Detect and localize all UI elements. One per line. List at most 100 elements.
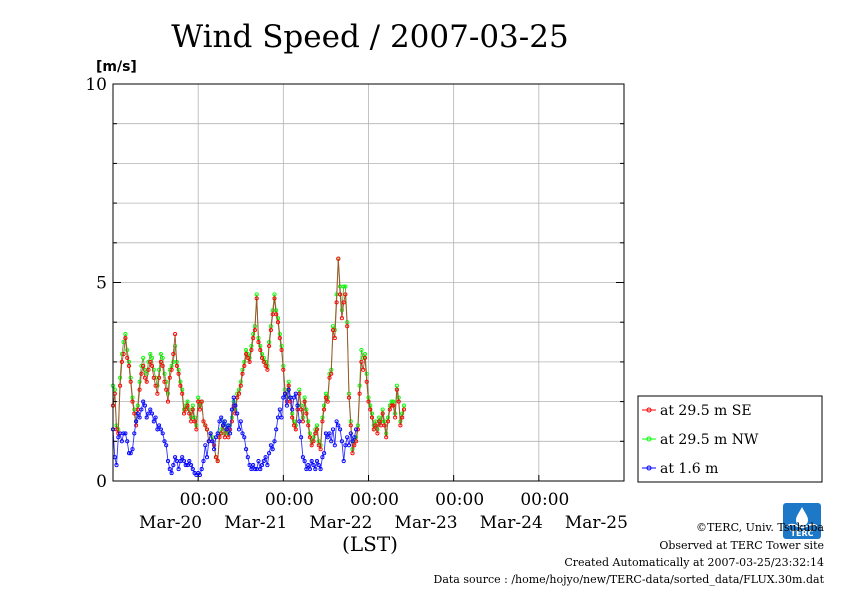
data-point: [247, 359, 252, 364]
data-point: [300, 455, 305, 460]
data-point: [345, 435, 350, 440]
data-point: [314, 427, 320, 432]
data-point: [286, 383, 291, 388]
data-point: [229, 407, 234, 412]
data-point: [219, 415, 224, 420]
x-time-tick-label: 00:00: [520, 490, 569, 510]
data-point: [233, 403, 238, 408]
data-point: [332, 336, 337, 341]
data-point: [137, 379, 142, 384]
data-point: [183, 463, 188, 468]
data-point: [220, 423, 226, 428]
data-point: [187, 411, 192, 416]
data-point: [311, 439, 316, 444]
data-point: [330, 324, 336, 329]
data-point: [357, 391, 362, 396]
data-point: [149, 363, 155, 368]
data-point: [330, 328, 336, 333]
data-point: [121, 351, 126, 357]
data-point: [192, 419, 197, 424]
data-point: [254, 292, 259, 297]
data-point: [118, 383, 123, 388]
data-point: [263, 363, 268, 368]
data-point: [176, 371, 181, 376]
data-point: [183, 407, 188, 412]
data-point: [284, 403, 289, 408]
data-point: [314, 423, 320, 428]
data-point: [190, 407, 195, 412]
data-point: [302, 459, 307, 464]
data-point: [350, 451, 355, 456]
x-axis-label: (LST): [342, 532, 398, 556]
wave-icon: [786, 523, 818, 529]
data-point: [249, 347, 254, 353]
data-point: [258, 347, 263, 353]
data-point: [313, 467, 318, 472]
x-date-tick-label: Mar-21: [224, 513, 287, 533]
data-point: [291, 419, 297, 424]
legend-label: at 1.6 m: [660, 461, 718, 477]
data-point: [144, 379, 149, 384]
data-point: [215, 459, 220, 464]
data-point: [394, 387, 399, 392]
data-point: [277, 336, 282, 341]
data-point: [197, 407, 202, 412]
legend-label: at 29.5 m NW: [660, 432, 759, 448]
data-point: [306, 423, 311, 428]
data-point: [181, 459, 187, 464]
data-point: [114, 463, 119, 468]
data-point: [119, 439, 124, 444]
data-point: [160, 431, 165, 436]
data-point: [142, 375, 147, 380]
y-tick-label: 5: [96, 274, 107, 294]
data-point: [139, 407, 144, 412]
data-point: [158, 351, 163, 357]
data-point: [132, 431, 137, 436]
data-point: [121, 431, 126, 436]
data-point: [380, 407, 385, 412]
series-layer: [110, 256, 407, 478]
data-point: [274, 312, 279, 317]
data-point: [352, 443, 357, 448]
data-point: [398, 423, 403, 428]
data-point: [238, 419, 243, 424]
data-point: [151, 375, 156, 380]
data-point: [384, 435, 389, 440]
legend: at 29.5 m SE at 29.5 m NW at 1.6 m: [637, 395, 823, 483]
data-point: [341, 459, 346, 464]
data-point: [348, 423, 353, 428]
data-point: [142, 403, 147, 408]
data-point: [141, 355, 146, 360]
data-point: [318, 467, 323, 472]
series-2: [110, 387, 359, 478]
data-point: [297, 419, 302, 424]
data-point: [176, 367, 181, 372]
data-point: [316, 443, 321, 448]
data-point: [320, 419, 325, 424]
data-point: [190, 467, 195, 472]
data-point: [242, 435, 247, 440]
data-point: [297, 387, 302, 392]
data-point: [222, 419, 227, 424]
data-point: [302, 395, 307, 400]
data-point: [187, 459, 192, 464]
data-point: [126, 363, 132, 368]
data-point: [224, 427, 229, 432]
data-point: [346, 395, 352, 400]
data-point: [148, 407, 153, 412]
data-point: [267, 451, 272, 456]
data-point: [259, 351, 265, 357]
footer-observed: Observed at TERC Tower site: [659, 539, 824, 552]
data-point: [306, 463, 311, 468]
data-point: [244, 447, 249, 452]
data-point: [322, 407, 327, 412]
x-time-tick-label: 00:00: [180, 490, 229, 510]
data-point: [364, 371, 369, 376]
x-date-tick-label: Mar-24: [480, 513, 543, 533]
series-line: [112, 389, 357, 476]
chart-title: Wind Speed / 2007-03-25: [171, 19, 568, 55]
data-point: [130, 447, 135, 452]
data-point: [380, 411, 385, 416]
data-point: [274, 427, 279, 432]
data-point: [391, 399, 396, 404]
